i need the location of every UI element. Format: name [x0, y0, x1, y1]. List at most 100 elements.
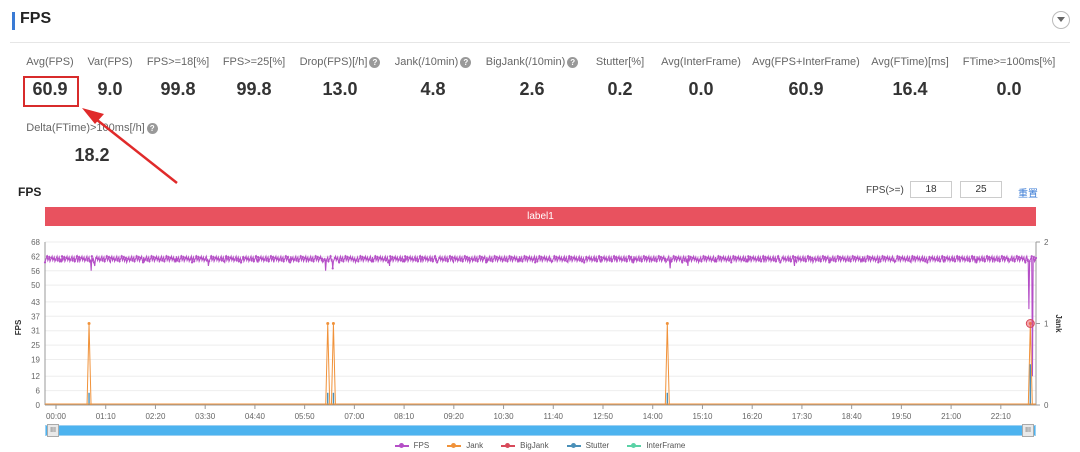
fps-point [875, 258, 878, 261]
fps-point [791, 255, 795, 258]
reset-link[interactable]: 重置 [1018, 189, 1038, 200]
fps-point [203, 258, 206, 261]
fps-point [817, 259, 820, 262]
metric-1: Var(FPS) 9.0 [40, 56, 180, 100]
slider-handle-left[interactable]: III [47, 424, 59, 437]
fps-point [346, 256, 349, 259]
x-tick-label: 07:00 [344, 412, 365, 421]
chevron-down-icon [1057, 17, 1065, 22]
fps-point [378, 256, 381, 260]
fps-point [361, 256, 364, 259]
fps-point [105, 255, 108, 258]
metric-label-text: Drop(FPS)[/h] [299, 56, 368, 68]
fps-point [536, 260, 539, 263]
fps-point [412, 258, 415, 261]
fps-point [534, 261, 537, 264]
fps-point [429, 259, 432, 262]
label-band[interactable]: label1 [45, 207, 1036, 226]
fps-point [350, 257, 353, 260]
fps-point [885, 256, 888, 260]
legend-item-interframe[interactable]: InterFrame [627, 441, 685, 450]
collapse-button[interactable] [1052, 11, 1070, 29]
fps-point [293, 258, 296, 261]
fps-point [1030, 255, 1033, 258]
fps-point [734, 256, 737, 259]
legend-item-bigjank[interactable]: BigJank [501, 441, 549, 450]
fps-point [574, 257, 577, 260]
fps-point [629, 256, 633, 259]
fps-point [487, 258, 490, 261]
fps-point [847, 259, 850, 262]
fps-point [286, 256, 290, 259]
fps-point [619, 257, 622, 260]
metric-value: 0.0 [688, 79, 714, 99]
fps-point [46, 255, 49, 258]
fps-point [478, 255, 481, 258]
fps-point [968, 260, 972, 263]
legend-item-fps[interactable]: FPS [394, 441, 429, 450]
legend-item-stutter[interactable]: Stutter [566, 441, 609, 450]
slider-handle-right[interactable]: III [1022, 424, 1034, 437]
fps-point [723, 257, 726, 260]
fps-point [208, 260, 211, 263]
fps-point [482, 256, 486, 260]
metric-value: 60.9 [788, 79, 824, 99]
help-icon[interactable]: ? [369, 56, 381, 68]
fps-point [538, 255, 541, 258]
fps-point [947, 257, 950, 260]
fps-point [250, 259, 253, 262]
fps-point [502, 258, 505, 261]
y-right-tick-label: 0 [1044, 401, 1049, 410]
fps-point [973, 256, 976, 259]
fps-point [404, 255, 407, 258]
x-tick-label: 03:30 [195, 412, 216, 421]
fps-point [58, 260, 62, 263]
fps-point [970, 255, 974, 258]
fps-point [804, 260, 807, 263]
help-icon[interactable]: ? [460, 56, 472, 68]
metric-label-text: BigJank(/10min) [485, 56, 566, 68]
fps-point [821, 255, 824, 258]
fps-point [777, 255, 780, 258]
fps-point [463, 255, 466, 258]
fps-point [815, 258, 818, 261]
fps-point [254, 255, 258, 258]
fps-point [909, 260, 912, 263]
help-icon[interactable]: ? [567, 56, 579, 68]
fps-threshold-high-input[interactable] [960, 181, 1002, 198]
fps-point [715, 260, 718, 263]
section-accent-bar [12, 12, 15, 30]
fps-point [975, 261, 978, 264]
fps-point [448, 255, 452, 258]
fps-point [499, 257, 503, 260]
fps-point [506, 260, 509, 263]
fps-threshold-low-input[interactable] [910, 181, 952, 198]
fps-point [587, 256, 590, 260]
x-tick-label: 22:10 [991, 412, 1012, 421]
help-icon[interactable]: ? [146, 122, 158, 134]
fps-point [84, 258, 87, 261]
y-tick-label: 37 [31, 312, 40, 321]
fps-point [728, 259, 731, 262]
fps-point [397, 258, 400, 261]
fps-point [124, 256, 128, 260]
fps-point [951, 259, 954, 262]
fps-point [708, 257, 712, 260]
fps-point [365, 257, 368, 260]
fps-point [387, 261, 390, 264]
fps-point [742, 259, 746, 262]
metric-label-text: Delta(FTime)>100ms[/h] [26, 122, 145, 134]
fps-point [553, 255, 556, 258]
fps-point [480, 256, 483, 259]
fps-point [770, 258, 773, 261]
fps-point [299, 255, 302, 258]
fps-point [406, 256, 409, 259]
metric-label: Jank(/10min)? [363, 56, 503, 68]
x-tick-label: 16:20 [742, 412, 763, 421]
time-range-slider[interactable] [45, 425, 1036, 436]
fps-point [753, 257, 756, 260]
fps-point [267, 260, 270, 263]
legend-item-jank[interactable]: Jank [447, 441, 483, 450]
fps-point [410, 257, 413, 260]
